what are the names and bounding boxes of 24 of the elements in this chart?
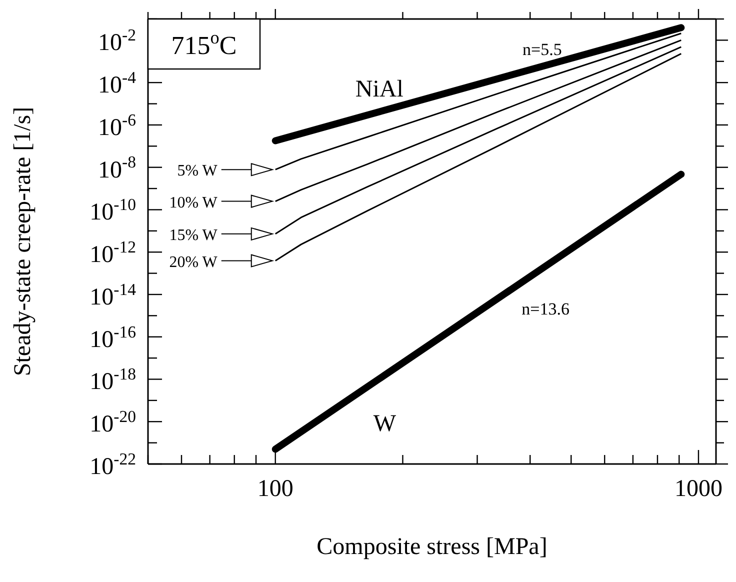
legend-label: 10% W [169,194,218,212]
y-tick-label: 10$^{-22}$ [90,449,136,480]
y-tick-label: 10$^{-18}$ [90,364,136,396]
y-tick-label: 10$^{-8}$ [98,152,136,184]
y-axis-title: Steady-state creep-rate [1/s] [10,106,36,376]
y-tick-label: 10$^{-6}$ [98,110,136,141]
y-tick-label: 10$^{-12}$ [90,237,136,268]
x-axis-title: Composite stress [MPa] [316,534,548,560]
y-tick-label: 10$^{-16}$ [90,322,136,353]
annotation: n=5.5 [522,40,562,59]
y-tick-label: 10$^{-4}$ [98,68,137,99]
legend-label: 15% W [169,226,218,244]
legend-label: 5% W [177,162,218,180]
y-tick-label: 10$^{-20}$ [90,407,136,438]
x-tick-label: 100 [257,476,294,502]
annotation: 715$^{o}$C [171,28,237,60]
series-label: NiAl [355,76,404,103]
y-tick-label: 10$^{-2}$ [98,26,136,56]
y-tick-label: 10$^{-10}$ [90,195,136,226]
y-tick-label: 10$^{-14}$ [90,280,137,310]
legend-label: 20% W [169,254,218,271]
series-label: W [373,411,396,438]
annotation: n=13.6 [522,299,570,318]
x-tick-label: 1000 [674,476,722,502]
